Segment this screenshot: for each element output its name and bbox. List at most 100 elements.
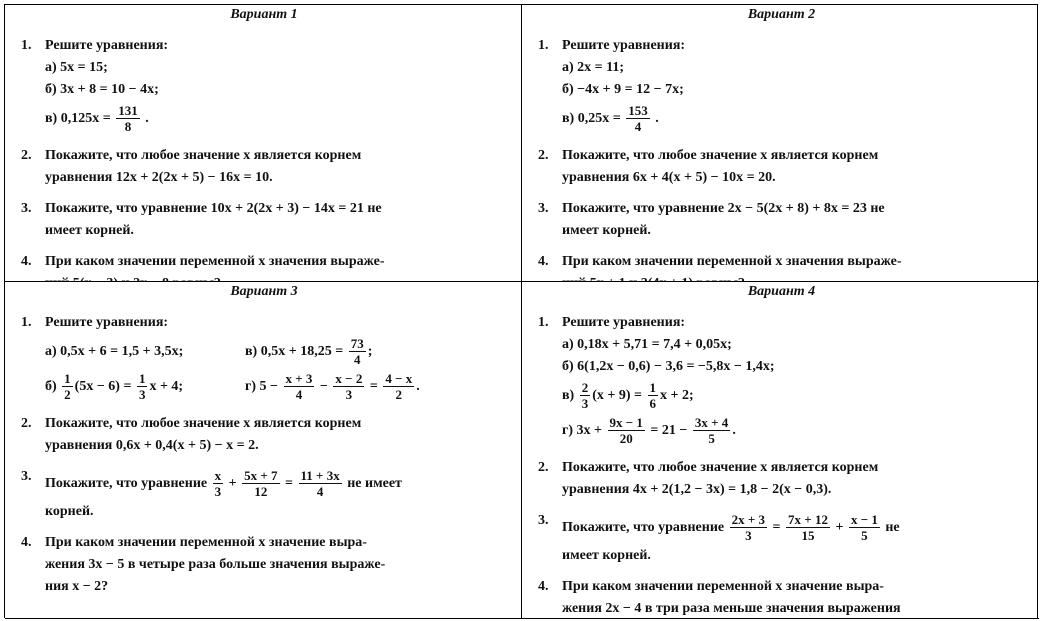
line-cell: Покажите, что любое значение x является …: [45, 145, 361, 167]
line-cell: в) 0,25x = 153 4 .: [562, 101, 659, 136]
text: а) 0,18x + 5,71 = 7,4 + 0,05x;: [562, 337, 732, 352]
task-number: 3.: [21, 201, 32, 216]
text: б) −4x + 9 = 12 − 7x;: [562, 82, 684, 97]
task-line: в) 0,25x = 153 4 .: [562, 101, 1025, 136]
text: (5x − 6) =: [74, 378, 135, 394]
task-line: Решите уравнения:: [562, 35, 1025, 57]
text: .: [651, 110, 659, 126]
variant-cell: Вариант 1 1. Решите уравнения: а) 5x = 15; б…: [5, 5, 522, 282]
text: уравнения 12x + 2(2x + 5) − 16x = 10.: [45, 170, 273, 185]
line-cell: жения 2x − 4 в три раза меньше значения …: [562, 598, 901, 618]
denominator: 3: [581, 396, 589, 411]
line-cell: жения 3x − 5 в четыре раза больше значен…: [45, 554, 385, 576]
denominator: 4: [634, 119, 642, 134]
task-lines: Покажите, что любое значение x является …: [45, 145, 507, 189]
task-line: ний 5(x − 3) и 2x − 8 равны?: [45, 273, 507, 281]
text: Покажите, что любое значение x является …: [45, 416, 362, 431]
task-line: имеет корней.: [562, 545, 1025, 567]
text: г) 3x +: [562, 422, 606, 438]
text: имеет корней.: [45, 223, 134, 238]
task-line: а) 0,5x + 6 = 1,5 + 3,5x; в) 0,5x + 18,25…: [45, 334, 507, 369]
variant-title: Вариант 2: [747, 7, 816, 22]
line-cell: б) 6(1,2x − 0,6) − 3,6 = −5,8x − 1,4x;: [562, 356, 775, 378]
task-lines: Покажите, что любое значение x является …: [45, 413, 507, 457]
text: б): [45, 378, 61, 394]
task-number: 2.: [538, 460, 549, 475]
task-lines: Решите уравнения: а) 0,18x + 5,71 = 7,4 +…: [562, 312, 1025, 448]
text: .: [416, 378, 420, 394]
line-cell: При каком значении переменной x значение…: [562, 576, 884, 598]
text: При каком значении переменной x значение…: [562, 579, 884, 594]
task-line: уравнения 6x + 4(x + 5) − 10x = 20.: [562, 167, 1025, 189]
denominator: 4: [295, 387, 303, 402]
variants-table: Вариант 1 1. Решите уравнения: а) 5x = 15; б…: [4, 4, 1039, 619]
text: =: [769, 519, 785, 535]
line-cell: Покажите, что уравнение 2x − 5(2x + 8) +…: [562, 198, 885, 220]
text: Решите уравнения:: [45, 315, 169, 330]
task-line: При каком значении переменной x значения…: [562, 251, 1025, 273]
task-number: 3.: [21, 469, 32, 484]
denominator: 4: [316, 484, 324, 499]
line-cell: в) 0,5x + 18,25 = 73 4;: [245, 334, 445, 369]
task-number: 4.: [21, 254, 32, 269]
text: в) 0,25x =: [562, 110, 625, 126]
variant-cell: Вариант 2 1. Решите уравнения: а) 2x = 11; б…: [522, 5, 1039, 282]
task-line: уравнения 4x + 2(1,2 − 3x) = 1,8 − 2(x −…: [562, 479, 1025, 501]
text: имеет корней.: [562, 223, 651, 238]
task-lines: Решите уравнения: а) 5x = 15; б) 3x + 8 = …: [45, 35, 507, 136]
task-lines: Решите уравнения: а) 2x = 11; б) −4x + 9 =…: [562, 35, 1025, 136]
line-cell: ния x − 2?: [45, 576, 108, 598]
fraction: 131 8: [116, 103, 140, 134]
task-line: жения 3x − 5 в четыре раза больше значен…: [45, 554, 507, 576]
numerator: 1: [647, 380, 659, 396]
line-cell: б) 3x + 8 = 10 − 4x;: [45, 79, 159, 101]
task-line: При каком значении переменной x значения…: [45, 251, 507, 273]
text: не имеет: [343, 475, 402, 491]
denominator: 20: [619, 431, 633, 446]
task: 2. Покажите, что любое значение x являетс…: [538, 145, 1025, 189]
text: ния x − 2?: [45, 579, 109, 594]
line-cell: в) 0,125x = 131 8 .: [45, 101, 149, 136]
text: Покажите, что любое значение x является …: [562, 460, 879, 475]
text: Решите уравнения:: [562, 315, 686, 330]
task-line: имеет корней.: [45, 220, 507, 242]
variant-cell: Вариант 3 1. Решите уравнения: а) 0,5x + 6 …: [5, 282, 522, 619]
line-cell: Покажите, что любое значение x является …: [562, 145, 878, 167]
denominator: 4: [353, 352, 361, 367]
text: а) 2x = 11;: [562, 60, 625, 75]
numerator: x + 3: [283, 371, 315, 387]
variant-title: Вариант 1: [230, 7, 298, 22]
denominator: 2: [395, 387, 403, 402]
task: 3. Покажите, что уравнение 10x + 2(2x + 3…: [21, 198, 507, 242]
text: При каком значении переменной x значения…: [562, 254, 902, 269]
text: При каком значении переменной x значения…: [45, 254, 385, 269]
task: 2. Покажите, что любое значение x являетс…: [538, 457, 1025, 501]
variant-cell: Вариант 4 1. Решите уравнения: а) 0,18x + 5…: [522, 282, 1039, 619]
denominator: 8: [124, 119, 132, 134]
numerator: 3x + 4: [692, 415, 731, 431]
task-line: При каком значении переменной x значение…: [562, 576, 1025, 598]
line-cell: При каком значении переменной x значение…: [45, 532, 367, 554]
fraction: 153 4: [626, 103, 650, 134]
line-cell: При каком значении переменной x значения…: [562, 251, 902, 273]
text: г) 5 −: [245, 378, 282, 394]
task: 4. При каком значении переменной x значен…: [21, 251, 507, 281]
task-lines: Покажите, что любое значение x является …: [562, 145, 1025, 189]
text: в) 0,5x + 18,25 =: [245, 343, 347, 359]
task-number: 1.: [21, 315, 32, 330]
task-number: 4.: [21, 535, 32, 550]
task-line: б) 3x + 8 = 10 − 4x;: [45, 79, 507, 101]
line-cell: имеет корней.: [562, 545, 651, 567]
text: б) 6(1,2x − 0,6) − 3,6 = −5,8x − 1,4x;: [562, 359, 775, 374]
task-line: б) 6(1,2x − 0,6) − 3,6 = −5,8x − 1,4x;: [562, 356, 1025, 378]
task-line: б) −4x + 9 = 12 − 7x;: [562, 79, 1025, 101]
